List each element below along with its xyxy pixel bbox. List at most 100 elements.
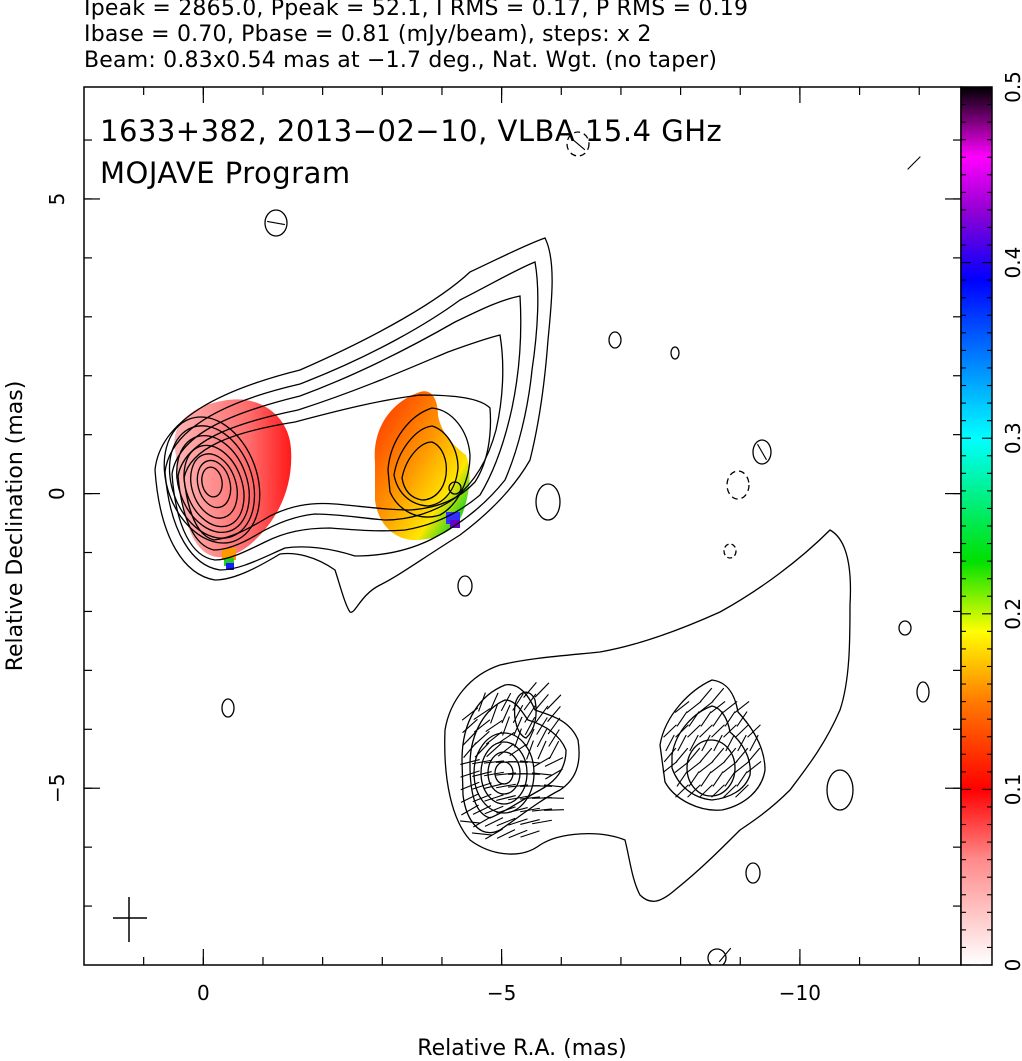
evpa-vector <box>747 724 761 738</box>
evpa-vector <box>713 734 723 752</box>
evpa-vector <box>711 784 725 798</box>
evpa-vector <box>536 728 548 748</box>
evpa-vector <box>490 704 498 724</box>
evpa-vector <box>700 711 712 727</box>
y-tick-label: −5 <box>45 773 69 802</box>
evpa-vector <box>460 759 480 765</box>
negative-contour <box>723 543 737 559</box>
evpa-vector <box>472 805 492 815</box>
evpa-vector <box>698 761 714 773</box>
knot-contour <box>387 407 471 518</box>
evpa-vector <box>531 772 553 776</box>
evpa-vector <box>699 724 713 738</box>
evpa-vectors <box>267 137 921 963</box>
evpa-vector <box>723 784 737 798</box>
evpa-vector <box>514 728 522 748</box>
evpa-vector <box>484 794 504 802</box>
evpa-vector <box>725 734 735 752</box>
evpa-vector <box>676 771 688 787</box>
evpa-vector <box>519 760 541 764</box>
evpa-vector <box>749 734 759 752</box>
evpa-vector <box>547 717 561 735</box>
x-tick-label: −10 <box>779 981 821 1005</box>
evpa-vector <box>526 740 534 760</box>
evpa-vector <box>463 741 477 759</box>
evpa-vector <box>674 701 690 713</box>
evpa-vector <box>484 817 504 827</box>
y-tick-label: 0 <box>45 487 69 500</box>
evpa-vector <box>689 734 699 752</box>
evpa-vector <box>570 137 586 151</box>
evpa-vector <box>701 734 711 752</box>
isolated-contour <box>670 346 680 360</box>
inner-contour <box>183 394 492 541</box>
evpa-vector <box>735 784 749 798</box>
evpa-vector <box>461 707 479 721</box>
evpa-vector <box>724 711 736 727</box>
core-contour <box>196 459 232 509</box>
evpa-vector <box>737 734 747 752</box>
evpa-vector <box>534 682 550 698</box>
evpa-vector <box>686 761 702 773</box>
evpa-vector <box>711 747 725 763</box>
evpa-vector <box>736 711 748 727</box>
evpa-vector <box>531 785 553 787</box>
header-line-1: Ipeak = 2865.0, Ppeak = 52.1, I RMS = 0.… <box>84 0 749 21</box>
evpa-vector <box>508 795 528 801</box>
evpa-vector <box>520 830 540 838</box>
evpa-vector <box>532 819 552 825</box>
evpa-vector <box>508 818 528 826</box>
evpa-vector <box>460 781 480 791</box>
evpa-vector <box>724 771 736 787</box>
evpa-vector <box>722 701 738 713</box>
isolated-contour <box>264 209 288 237</box>
polarization-patches <box>174 391 470 570</box>
evpa-vector <box>736 771 748 787</box>
lower-knot-contour <box>480 741 528 805</box>
evpa-vector <box>545 768 563 780</box>
evpa-vector <box>524 705 536 723</box>
evpa-vector <box>513 716 523 736</box>
evpa-vector <box>687 747 701 763</box>
evpa-vector <box>536 717 548 735</box>
evpa-vector <box>674 761 690 773</box>
colorbar-tick-label: 0.4 <box>1001 247 1022 279</box>
evpa-vector <box>688 711 700 727</box>
evpa-vector <box>501 704 511 724</box>
evpa-vector <box>663 724 677 738</box>
evpa-vector <box>723 747 737 763</box>
evpa-vector <box>484 805 504 815</box>
evpa-vector <box>734 701 750 713</box>
axes <box>84 87 961 965</box>
evpa-vector <box>535 705 549 723</box>
isolated-contour <box>826 769 854 811</box>
evpa-vector <box>699 784 713 798</box>
knot-contour <box>393 425 459 507</box>
evpa-vector <box>531 808 553 812</box>
lower-plume-contour <box>444 529 852 902</box>
evpa-vector <box>473 816 491 828</box>
evpa-vector <box>484 771 504 777</box>
knot-patch-edge <box>450 520 460 528</box>
evpa-vector <box>687 784 701 798</box>
evpa-vector <box>512 704 524 724</box>
evpa-vector <box>509 743 527 757</box>
evpa-vector <box>520 819 540 825</box>
outer-contour <box>154 237 553 613</box>
evpa-vector <box>723 724 737 738</box>
core-polarization-patch <box>174 399 292 558</box>
evpa-vector <box>496 795 516 801</box>
evpa-vector <box>711 687 725 703</box>
evpa-vector <box>507 761 529 763</box>
evpa-vector <box>735 724 749 738</box>
knot-contour <box>401 441 448 501</box>
negative-contour <box>726 470 750 500</box>
evpa-vector <box>473 707 491 721</box>
core-contour <box>163 416 261 544</box>
y-tick-label: 5 <box>45 193 69 206</box>
evpa-vector <box>548 740 560 760</box>
isolated-contour <box>745 862 761 884</box>
second-knot-contour <box>686 739 736 797</box>
evpa-vector <box>907 156 921 170</box>
